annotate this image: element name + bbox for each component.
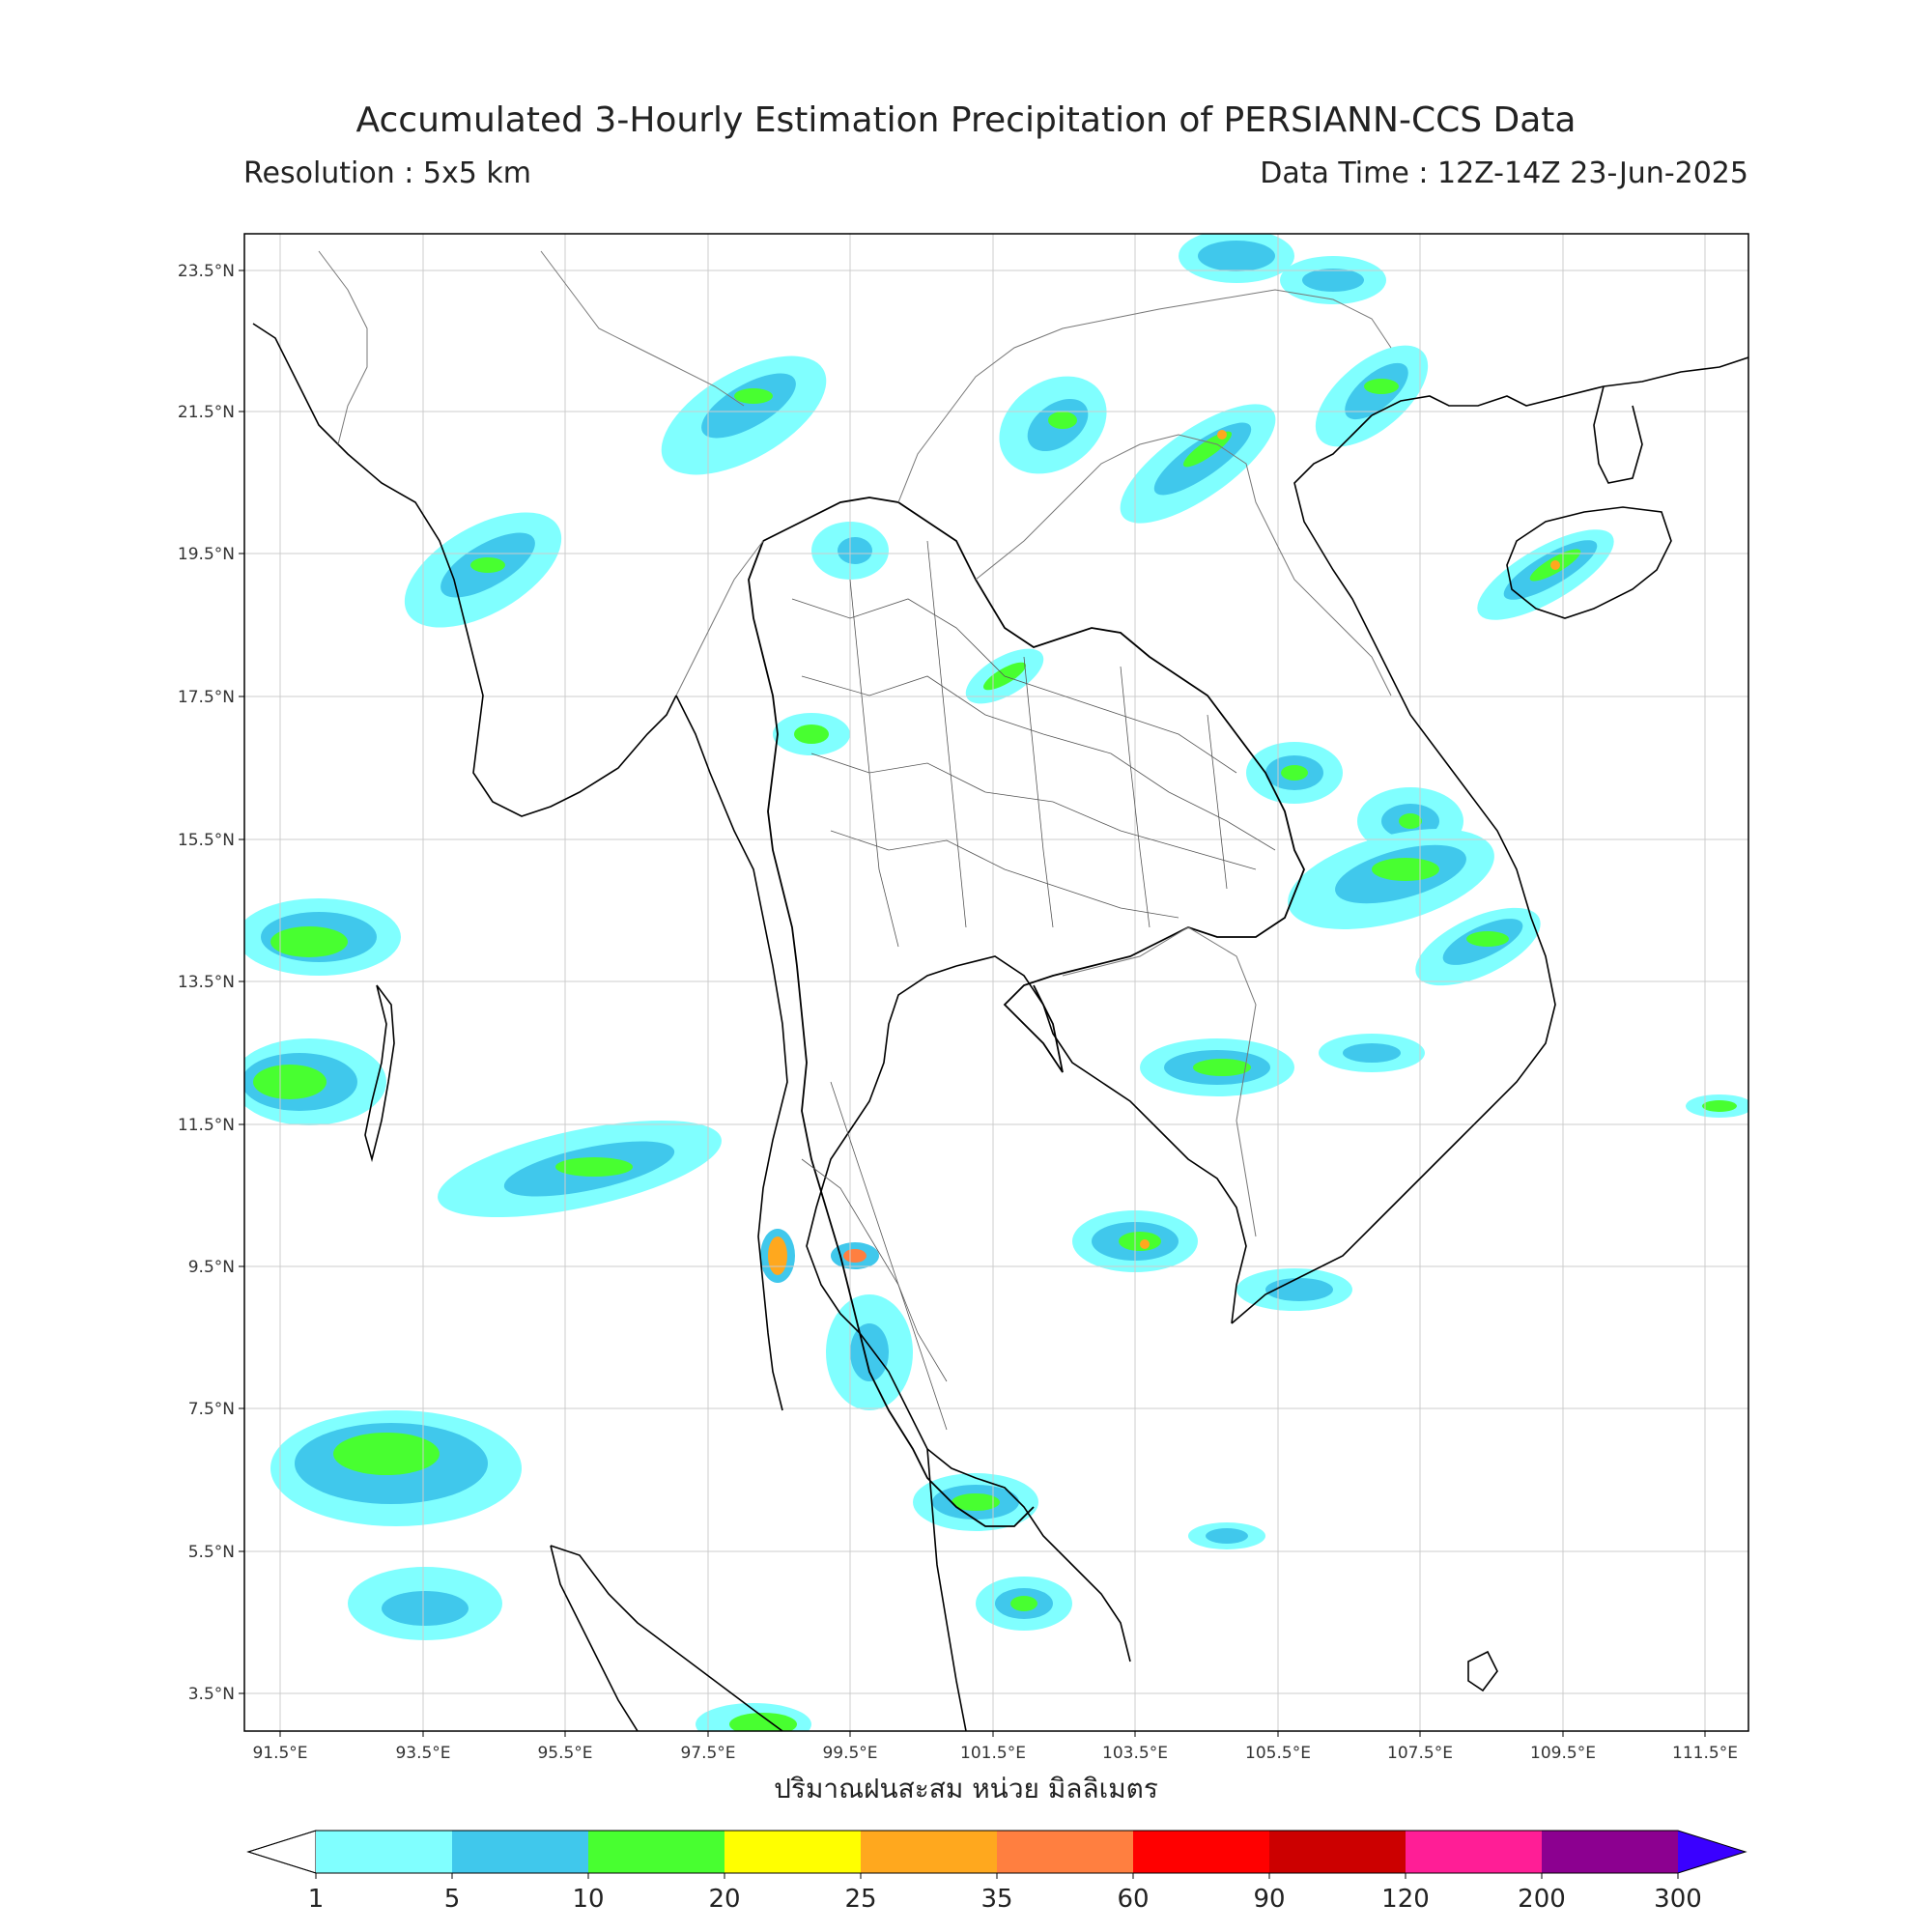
colorbar-tick-label: 200 xyxy=(1518,1885,1566,1914)
colorbar-segment xyxy=(588,1831,724,1873)
colorbar-segment xyxy=(997,1831,1133,1873)
colorbar-tick-label: 90 xyxy=(1253,1885,1285,1914)
colorbar-segment xyxy=(1269,1831,1406,1873)
lon-tick-label: 111.5°E xyxy=(1672,1744,1738,1763)
lat-tick-labels: 23.5°N 21.5°N 19.5°N 17.5°N 15.5°N 13.5°… xyxy=(178,262,235,1704)
colorbar-tick-label: 5 xyxy=(444,1885,461,1914)
rain-cluster-hainan xyxy=(1477,529,1614,620)
colorbar-segment xyxy=(861,1831,997,1873)
lon-tick-label: 109.5°E xyxy=(1530,1744,1596,1763)
precipitation-layer xyxy=(244,234,1748,1731)
colorbar-tick-label: 20 xyxy=(708,1885,740,1914)
rain-cluster-borneo-west xyxy=(1686,1094,1748,1118)
colorbar-segment xyxy=(452,1831,588,1873)
thailand-province-lines xyxy=(791,540,1276,1431)
lon-tick-label: 91.5°E xyxy=(252,1744,307,1763)
colorbar-segment xyxy=(316,1831,452,1873)
colorbar-tick-label: 25 xyxy=(844,1885,876,1914)
lat-tick-label: 21.5°N xyxy=(178,403,235,422)
colorbar-under-extend xyxy=(246,1830,317,1874)
colorbar-tick-label: 300 xyxy=(1654,1885,1702,1914)
rain-cluster-sumatra-north xyxy=(348,1567,502,1640)
rain-cluster-bengal-2 xyxy=(244,1038,386,1125)
thailand-outline xyxy=(748,497,1305,1527)
lat-tick-label: 17.5°N xyxy=(178,688,235,707)
lat-tick-label: 23.5°N xyxy=(178,262,235,281)
rain-cluster-ranong xyxy=(760,1229,879,1283)
rain-cluster-guangxi xyxy=(1315,345,1429,447)
data-time-label: Data Time : 12Z-14Z 23-Jun-2025 xyxy=(1260,156,1748,190)
map-gridlines xyxy=(244,234,1748,1731)
rain-cluster-malaysia xyxy=(976,1522,1265,1631)
rain-cluster-cambodia xyxy=(1140,1034,1425,1096)
rain-cluster-myanmar-coast xyxy=(404,512,562,628)
country-borders xyxy=(318,250,1392,1237)
rain-cluster-china-north xyxy=(1179,234,1386,304)
colorbar: 1 5 10 20 25 35 60 90 120 200 300 xyxy=(246,1830,1747,1914)
lon-tick-label: 107.5°E xyxy=(1387,1744,1453,1763)
colorbar-segment xyxy=(1542,1831,1678,1873)
lon-tick-label: 103.5°E xyxy=(1102,1744,1168,1763)
rain-cluster-laos-north xyxy=(999,376,1107,474)
colorbar-label: ปริมาณฝนสะสม หน่วย มิลลิเมตร xyxy=(774,1773,1158,1804)
rain-cluster-central-highlands xyxy=(1288,829,1494,929)
lon-tick-label: 93.5°E xyxy=(395,1744,450,1763)
colorbar-tick-label: 60 xyxy=(1117,1885,1149,1914)
colorbar-segment xyxy=(1406,1831,1542,1873)
lon-tick-label: 95.5°E xyxy=(537,1744,592,1763)
rain-cluster-north-myanmar xyxy=(661,355,827,475)
lat-tick-label: 13.5°N xyxy=(178,973,235,992)
rain-cluster-vietnam-central xyxy=(1415,907,1541,986)
axis-ticks xyxy=(239,270,1706,1737)
lat-tick-label: 11.5°N xyxy=(178,1116,235,1135)
lat-tick-label: 5.5°N xyxy=(188,1543,235,1562)
rain-cluster-vietnam-north xyxy=(1120,404,1276,524)
lat-tick-label: 7.5°N xyxy=(188,1400,235,1419)
lat-tick-label: 15.5°N xyxy=(178,831,235,850)
lon-tick-label: 97.5°E xyxy=(680,1744,735,1763)
colorbar-tick-label: 1 xyxy=(308,1885,325,1914)
lat-tick-label: 19.5°N xyxy=(178,545,235,564)
lon-tick-label: 105.5°E xyxy=(1245,1744,1311,1763)
resolution-label: Resolution : 5x5 km xyxy=(243,156,531,190)
map-frame xyxy=(243,233,1749,1732)
chart-title: Accumulated 3-Hourly Estimation Precipit… xyxy=(355,100,1577,140)
colorbar-segment xyxy=(724,1831,861,1873)
rain-cluster-northern-thailand xyxy=(773,522,1044,755)
lon-tick-label: 99.5°E xyxy=(822,1744,877,1763)
rain-cluster-south-thailand xyxy=(826,1294,1038,1531)
colorbar-segment xyxy=(1133,1831,1269,1873)
lat-tick-label: 3.5°N xyxy=(188,1685,235,1704)
lon-tick-label: 101.5°E xyxy=(960,1744,1026,1763)
rain-cluster-bengal-3 xyxy=(270,1410,522,1526)
rain-cluster-bengal-1 xyxy=(244,898,401,976)
rain-cluster-sumatra-south xyxy=(696,1703,811,1731)
colorbar-tick-label: 35 xyxy=(980,1885,1012,1914)
colorbar-over-extend xyxy=(1678,1831,1746,1873)
colorbar-tick-label: 10 xyxy=(572,1885,604,1914)
rain-cluster-andaman xyxy=(438,1120,722,1218)
rain-cluster-mekong-delta xyxy=(1236,1268,1352,1311)
colorbar-tick-label: 120 xyxy=(1381,1885,1430,1914)
lon-tick-labels: 91.5°E 93.5°E 95.5°E 97.5°E 99.5°E 101.5… xyxy=(252,1744,1738,1763)
lat-tick-label: 9.5°N xyxy=(188,1258,235,1277)
